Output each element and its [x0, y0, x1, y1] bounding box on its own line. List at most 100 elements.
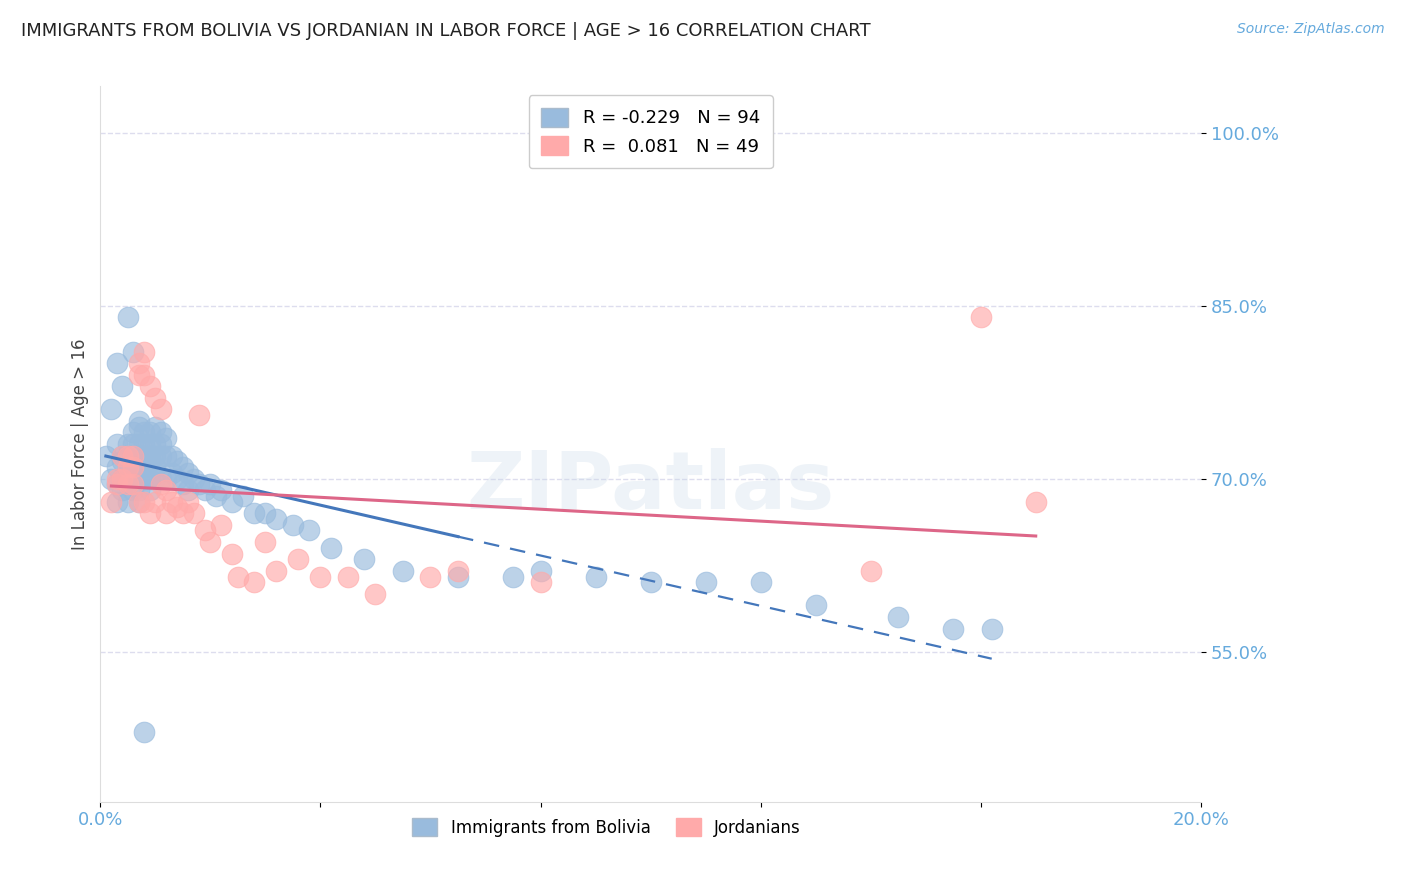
Point	[205, 489, 228, 503]
Point	[447, 564, 470, 578]
Point	[134, 437, 156, 451]
Legend: Immigrants from Bolivia, Jordanians: Immigrants from Bolivia, Jordanians	[406, 812, 807, 843]
Point	[887, 610, 910, 624]
Point	[139, 454, 162, 468]
Point	[160, 449, 183, 463]
Point	[149, 449, 172, 463]
Point	[122, 483, 145, 497]
Point	[172, 477, 194, 491]
Point	[364, 587, 387, 601]
Point	[122, 477, 145, 491]
Point	[166, 500, 188, 515]
Point	[243, 575, 266, 590]
Point	[149, 402, 172, 417]
Point	[419, 569, 441, 583]
Point	[145, 472, 167, 486]
Point	[145, 391, 167, 405]
Point	[117, 460, 139, 475]
Point	[155, 506, 177, 520]
Point	[254, 506, 277, 520]
Point	[145, 437, 167, 451]
Point	[804, 599, 827, 613]
Point	[128, 356, 150, 370]
Point	[155, 431, 177, 445]
Text: Source: ZipAtlas.com: Source: ZipAtlas.com	[1237, 22, 1385, 37]
Point	[188, 477, 211, 491]
Point	[980, 622, 1002, 636]
Point	[281, 517, 304, 532]
Point	[117, 449, 139, 463]
Point	[117, 477, 139, 491]
Point	[145, 494, 167, 508]
Point	[243, 506, 266, 520]
Point	[128, 414, 150, 428]
Point	[117, 460, 139, 475]
Point	[111, 483, 134, 497]
Point	[209, 483, 232, 497]
Point	[266, 564, 288, 578]
Point	[128, 494, 150, 508]
Point	[166, 454, 188, 468]
Point	[287, 552, 309, 566]
Point	[447, 569, 470, 583]
Point	[122, 449, 145, 463]
Point	[194, 524, 217, 538]
Point	[859, 564, 882, 578]
Point	[166, 472, 188, 486]
Point	[128, 494, 150, 508]
Point	[1025, 494, 1047, 508]
Point	[392, 564, 415, 578]
Point	[111, 379, 134, 393]
Y-axis label: In Labor Force | Age > 16: In Labor Force | Age > 16	[72, 338, 89, 549]
Point	[111, 472, 134, 486]
Point	[749, 575, 772, 590]
Point	[128, 368, 150, 382]
Point	[226, 569, 249, 583]
Point	[321, 541, 343, 555]
Point	[128, 483, 150, 497]
Point	[111, 454, 134, 468]
Point	[194, 483, 217, 497]
Point	[139, 506, 162, 520]
Point	[105, 494, 128, 508]
Point	[122, 437, 145, 451]
Point	[134, 472, 156, 486]
Point	[149, 477, 172, 491]
Point	[111, 449, 134, 463]
Point	[134, 425, 156, 440]
Text: ZIPatlas: ZIPatlas	[467, 448, 835, 526]
Point	[585, 569, 607, 583]
Point	[139, 472, 162, 486]
Point	[221, 547, 243, 561]
Point	[100, 494, 122, 508]
Point	[117, 472, 139, 486]
Point	[122, 460, 145, 475]
Point	[502, 569, 524, 583]
Point	[172, 506, 194, 520]
Point	[128, 449, 150, 463]
Point	[105, 437, 128, 451]
Point	[177, 466, 200, 480]
Point	[529, 564, 551, 578]
Point	[145, 449, 167, 463]
Point	[160, 466, 183, 480]
Point	[128, 437, 150, 451]
Point	[134, 460, 156, 475]
Point	[134, 725, 156, 739]
Point	[134, 368, 156, 382]
Point	[336, 569, 359, 583]
Point	[177, 483, 200, 497]
Point	[139, 437, 162, 451]
Point	[105, 472, 128, 486]
Point	[105, 477, 128, 491]
Point	[221, 494, 243, 508]
Point	[139, 425, 162, 440]
Point	[232, 489, 254, 503]
Point	[529, 575, 551, 590]
Point	[100, 472, 122, 486]
Point	[111, 449, 134, 463]
Point	[188, 408, 211, 422]
Point	[105, 477, 128, 491]
Point	[155, 483, 177, 497]
Point	[122, 454, 145, 468]
